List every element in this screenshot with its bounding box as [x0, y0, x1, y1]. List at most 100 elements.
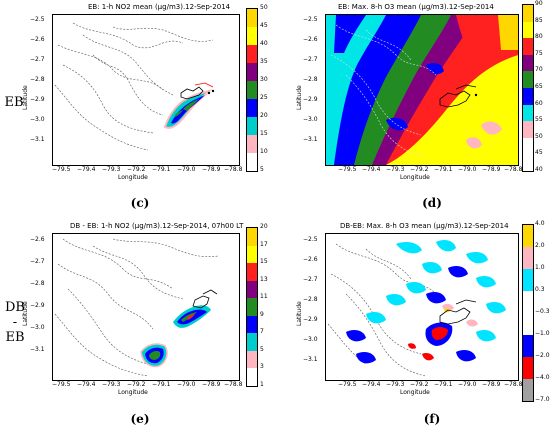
- x-tick: −79.0: [458, 381, 477, 388]
- colorbar-tick-label: 40: [260, 40, 268, 47]
- colorbar-segment: [523, 225, 533, 247]
- row-label-eb: EB: [4, 95, 24, 110]
- caption-f: (f): [423, 412, 441, 426]
- x-axis-label: Longitude: [400, 389, 430, 396]
- colorbar-segment: [523, 121, 533, 138]
- panel-title: EB: 1-h NO2 mean (µg/m3).12-Sep-2014: [88, 3, 231, 11]
- colorbar-segment: [523, 38, 533, 55]
- colorbar-segment: [247, 63, 257, 81]
- y-tick: −2.7: [30, 56, 45, 63]
- y-axis-label: Latitude: [22, 85, 29, 110]
- colorbar-segment: [523, 269, 533, 291]
- colorbar-tick-label: 1.0: [535, 264, 545, 271]
- x-tick: −79.0: [177, 381, 196, 388]
- colorbar-segment: [523, 335, 533, 357]
- y-tick: −3.1: [30, 346, 45, 353]
- colorbar-segment: [247, 263, 257, 281]
- x-tick: −79.0: [177, 166, 196, 173]
- y-axis-label: Latitude: [296, 85, 303, 110]
- row-label-db-eb: DB - EB: [2, 300, 28, 345]
- x-tick: −79.1: [152, 166, 171, 173]
- panel-title: DB-EB: Max. 8-h O3 mean (µg/m3).12-Sep-2…: [340, 222, 509, 230]
- x-axis-label: Longitude: [400, 174, 430, 181]
- colorbar-segment: [247, 9, 257, 27]
- colorbar-segment: [247, 152, 257, 171]
- colorbar-segment: [523, 5, 533, 22]
- map-plot: [325, 14, 519, 166]
- y-tick: −2.7: [30, 258, 45, 265]
- colorbar-tick-label: 90: [535, 0, 543, 7]
- colorbar-segment: [523, 247, 533, 269]
- colorbar-tick-label: −7.0: [535, 396, 550, 403]
- colorbar-tick-label: 65: [535, 83, 543, 90]
- x-tick: −78.8: [224, 166, 243, 173]
- colorbar-tick-label: −0.3: [535, 308, 550, 315]
- x-tick: −79.2: [410, 381, 429, 388]
- colorbar-segment: [523, 313, 533, 335]
- colorbar-tick-label: 20: [260, 112, 268, 119]
- x-tick: −78.9: [482, 166, 501, 173]
- caption-d: (d): [422, 196, 442, 210]
- y-tick: −2.5: [303, 16, 318, 23]
- colorbar-segment: [247, 99, 257, 117]
- colorbar-tick-label: 60: [535, 99, 543, 107]
- y-tick: −2.8: [30, 280, 45, 287]
- colorbar-tick-label: −4.0: [535, 374, 550, 381]
- colorbar: [522, 4, 534, 172]
- x-tick: −79.3: [386, 166, 405, 173]
- colorbar-segment: [523, 71, 533, 88]
- colorbar-tick-label: −2.0: [535, 352, 550, 359]
- y-tick: −2.9: [303, 316, 318, 323]
- x-tick: −79.2: [127, 166, 146, 173]
- colorbar-segment: [523, 21, 533, 39]
- colorbar-segment: [523, 54, 533, 72]
- colorbar-tick-label: 17: [260, 240, 268, 248]
- colorbar-tick-label: 9: [260, 310, 264, 318]
- y-tick: −2.6: [303, 256, 318, 263]
- colorbar-segment: [247, 350, 257, 369]
- x-tick: −79.4: [77, 166, 96, 173]
- colorbar-tick-label: 11: [260, 293, 268, 301]
- x-tick: −79.4: [362, 166, 381, 173]
- colorbar-tick-label: 3: [260, 363, 264, 371]
- colorbar-segment: [247, 333, 257, 351]
- x-tick: −79.2: [127, 381, 146, 388]
- y-axis-label: Latitude: [22, 301, 29, 326]
- station-marker: [207, 91, 211, 95]
- colorbar-segment: [523, 379, 533, 401]
- y-tick: −3.1: [30, 136, 45, 143]
- x-tick: −79.2: [410, 166, 429, 173]
- x-tick: −79.1: [434, 166, 453, 173]
- y-tick: −2.8: [30, 76, 45, 83]
- y-tick: −2.7: [303, 56, 318, 63]
- colorbar-tick-label: 45: [535, 149, 543, 157]
- x-tick: −78.9: [482, 381, 501, 388]
- colorbar-segment: [523, 154, 533, 171]
- x-tick: −78.8: [224, 381, 243, 388]
- x-tick: −79.0: [458, 166, 477, 173]
- y-tick: −2.7: [303, 276, 318, 283]
- station-marker: [474, 93, 478, 97]
- colorbar-tick-label: 75: [535, 49, 543, 57]
- colorbar: [522, 224, 534, 402]
- x-axis-label: Longitude: [118, 389, 148, 396]
- colorbar-tick-label: 25: [260, 94, 268, 101]
- difference-patches: [346, 240, 506, 364]
- x-tick: −78.8: [504, 381, 523, 388]
- y-tick: −2.9: [30, 96, 45, 103]
- map-plot: [52, 233, 240, 381]
- y-tick: −3.0: [30, 116, 45, 123]
- colorbar-segment: [523, 291, 533, 313]
- colorbar-tick-label: 45: [260, 22, 268, 29]
- colorbar-tick-label: 13: [260, 275, 268, 283]
- x-tick: −79.5: [52, 166, 71, 173]
- colorbar: [246, 227, 258, 387]
- y-tick: −2.5: [30, 16, 45, 23]
- map-plot: [325, 233, 519, 381]
- row-label-db-line3: EB: [5, 330, 25, 345]
- x-tick: −79.1: [434, 381, 453, 388]
- colorbar-segment: [247, 80, 257, 99]
- row-label-db-line2: -: [12, 315, 18, 330]
- colorbar-segment: [523, 88, 533, 105]
- colorbar-tick-label: 15: [260, 130, 268, 137]
